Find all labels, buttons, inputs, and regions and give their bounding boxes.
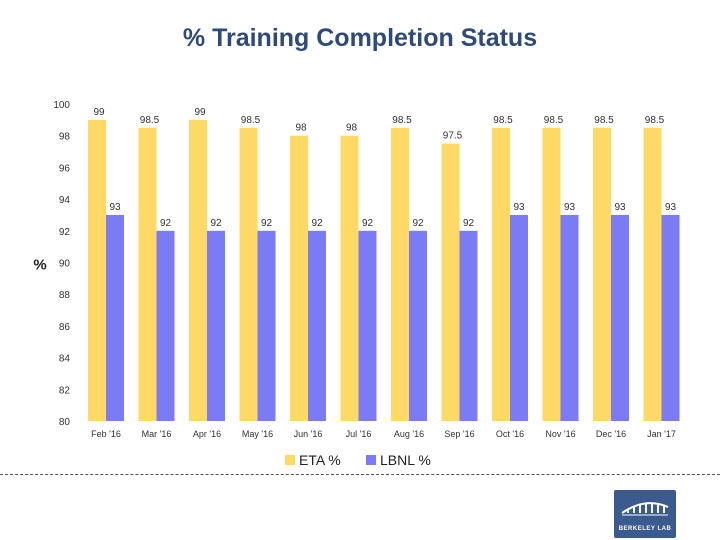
y-tick-label: 82 <box>59 385 71 396</box>
data-label: 92 <box>362 218 374 229</box>
x-tick-label: Jan '17 <box>647 429 676 439</box>
data-label: 98.5 <box>544 115 564 126</box>
data-label: 93 <box>665 202 677 213</box>
y-tick-label: 100 <box>53 100 70 111</box>
lab-building-icon <box>621 502 669 516</box>
data-label: 98 <box>295 123 307 134</box>
x-tick-label: Aug '16 <box>394 429 424 439</box>
legend-label: ETA % <box>299 452 341 468</box>
data-label: 99 <box>194 107 206 118</box>
data-label: 98.5 <box>493 115 513 126</box>
bar-eta <box>290 135 308 421</box>
data-label: 99 <box>93 107 105 118</box>
x-tick-label: Apr '16 <box>193 429 221 439</box>
bar-lbnl <box>106 214 124 421</box>
bar-eta <box>441 143 460 421</box>
data-label: 92 <box>311 218 323 229</box>
data-label: 98.5 <box>140 115 160 126</box>
bar-eta <box>492 127 510 422</box>
y-tick-label: 80 <box>59 417 71 428</box>
bar-lbnl <box>409 230 427 421</box>
bar-eta <box>643 127 662 422</box>
bar-lbnl <box>358 230 377 421</box>
y-tick-label: 98 <box>59 132 71 143</box>
data-label: 92 <box>210 218 222 229</box>
bar-eta <box>88 119 106 421</box>
data-label: 98.5 <box>241 115 261 126</box>
data-label: 92 <box>261 218 273 229</box>
bar-eta <box>239 127 258 422</box>
x-tick-label: Feb '16 <box>91 429 121 439</box>
x-tick-label: Dec '16 <box>596 429 626 439</box>
data-label: 92 <box>412 218 424 229</box>
data-label: 93 <box>513 202 525 213</box>
bar-lbnl <box>661 214 680 421</box>
bar-lbnl <box>207 230 225 421</box>
legend-swatch <box>366 455 376 465</box>
y-tick-label: 84 <box>59 354 71 365</box>
slide-title: % Training Completion Status <box>182 24 538 52</box>
legend-label: LBNL % <box>380 452 431 468</box>
data-label: 97.5 <box>443 131 463 142</box>
bar-lbnl <box>459 230 478 421</box>
bar-lbnl <box>560 214 579 421</box>
footer-divider <box>0 474 720 475</box>
bar-lbnl <box>611 214 629 421</box>
bar-lbnl <box>257 230 276 421</box>
bar-lbnl <box>308 230 326 421</box>
data-label: 98.5 <box>594 115 614 126</box>
data-label: 93 <box>109 202 121 213</box>
x-tick-label: Mar '16 <box>142 429 172 439</box>
data-labels: 99 93 98.5 92 99 92 98.5 92 98 92 98 92 98.5 92 97.5 92… <box>93 107 676 229</box>
legend: ETA % LBNL % <box>285 452 431 468</box>
data-label: 92 <box>463 218 475 229</box>
y-tick-label: 92 <box>59 227 71 238</box>
y-axis: 80 82 84 86 88 90 92 94 96 98 100% <box>33 100 70 428</box>
bars <box>88 119 680 422</box>
x-tick-label: Jun '16 <box>294 429 323 439</box>
bar-eta <box>593 127 611 422</box>
x-tick-label: Oct '16 <box>496 429 524 439</box>
legend-swatch <box>285 455 295 465</box>
y-tick-label: 88 <box>59 290 71 301</box>
data-label: 92 <box>160 218 172 229</box>
x-axis: Feb '16 Mar '16 Apr '16 May '16 Jun '16 Jul '… <box>91 429 676 439</box>
bar-eta <box>391 127 409 422</box>
data-label: 98.5 <box>645 115 665 126</box>
logo-text: BERKELEY LAB <box>618 526 672 532</box>
berkeley-lab-logo: BERKELEY LAB <box>614 490 676 538</box>
x-tick-label: Nov '16 <box>545 429 575 439</box>
y-tick-label: 90 <box>59 259 71 270</box>
x-tick-label: Sep '16 <box>444 429 474 439</box>
x-tick-label: May '16 <box>242 429 273 439</box>
y-tick-label: 86 <box>59 322 71 333</box>
bar-eta <box>340 135 359 421</box>
bar-lbnl <box>156 230 175 421</box>
x-tick-label: Jul '16 <box>346 429 372 439</box>
data-label: 98 <box>346 123 358 134</box>
data-label: 93 <box>564 202 576 213</box>
bar-lbnl <box>510 214 528 421</box>
y-axis-label: % <box>33 257 46 274</box>
bar-eta <box>189 119 207 421</box>
data-label: 98.5 <box>392 115 412 126</box>
y-tick-label: 96 <box>59 163 71 174</box>
data-label: 93 <box>614 202 626 213</box>
bar-eta <box>542 127 561 422</box>
bar-eta <box>138 127 157 422</box>
y-tick-label: 94 <box>59 195 71 206</box>
